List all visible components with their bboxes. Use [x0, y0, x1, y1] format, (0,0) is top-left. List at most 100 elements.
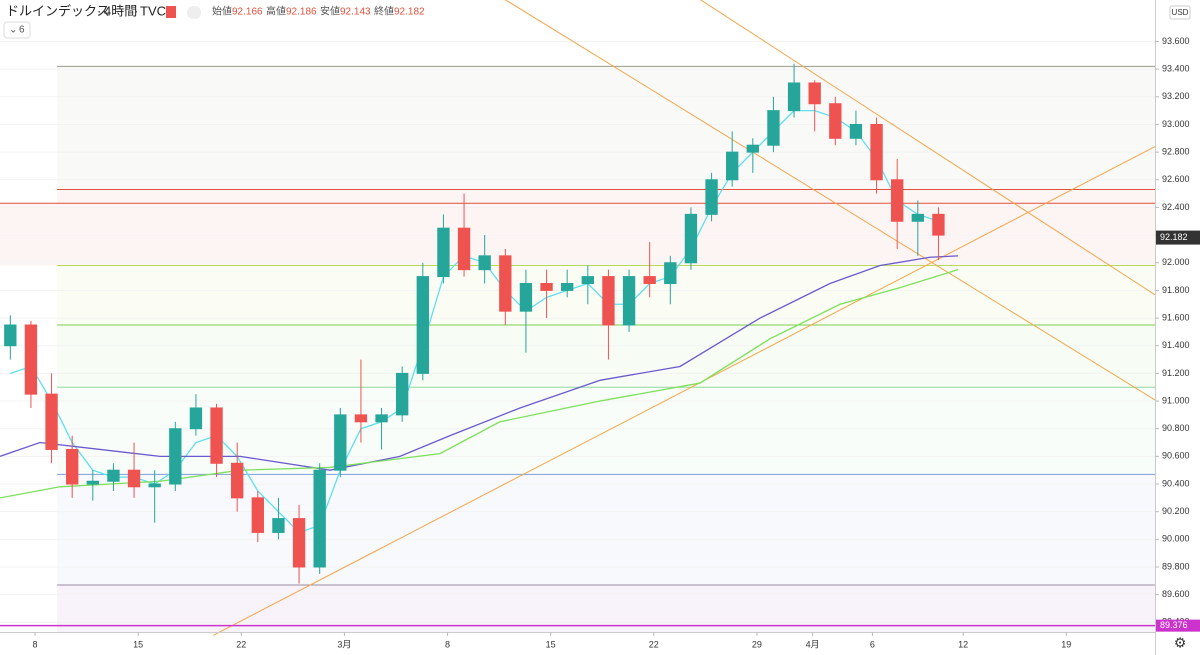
candle-body	[808, 82, 821, 105]
x-tick-label: 8	[445, 639, 450, 649]
x-tick-label: 19	[1061, 639, 1071, 649]
candle-body	[684, 213, 698, 264]
candle-body	[66, 448, 79, 485]
x-tick-label: 8	[33, 639, 38, 649]
ohlc-value: 92.182	[394, 7, 425, 18]
x-tick-label: 4月	[806, 639, 820, 649]
candle-body	[726, 151, 739, 181]
candle-body	[891, 179, 904, 222]
candle-body	[396, 372, 409, 416]
candle-body	[148, 483, 161, 488]
y-tick-label: 93.200	[1162, 91, 1190, 101]
y-tick-label: 93.000	[1162, 119, 1190, 129]
candle-body	[849, 123, 863, 139]
x-tick-label: 15	[133, 639, 143, 649]
y-tick-label: 91.400	[1162, 340, 1190, 350]
ohlc-legend: 始値 92.166 高値 92.186 安値 92.143 終値 92.182	[212, 5, 425, 18]
ohlc-label: 始値	[212, 5, 232, 18]
header: ドルインデックス · 4時間 · TVC ⌄ 6 始値 92.166 高値 92.18…	[3, 3, 425, 39]
level-zone	[57, 324, 1156, 388]
candle-body	[292, 518, 306, 568]
candle-body	[189, 407, 203, 430]
candle-body	[416, 276, 429, 374]
y-tick-label: 89.800	[1162, 561, 1190, 571]
candle-body	[251, 497, 264, 533]
last-price-box	[1156, 230, 1200, 245]
level-zone	[57, 584, 1156, 632]
trend-line	[699, 0, 1156, 296]
trend-line	[213, 146, 1156, 636]
ohlc-value: 92.166	[232, 7, 263, 18]
last-price-label: 92.182	[1160, 232, 1188, 242]
x-tick-label: 6	[870, 639, 875, 649]
candle-body	[767, 110, 780, 146]
marker-price-label: 89.376	[1160, 620, 1188, 630]
candle-body	[519, 283, 533, 312]
candle-body	[86, 480, 99, 485]
currency-box	[1169, 5, 1191, 20]
x-tick-label: 22	[649, 639, 659, 649]
x-tick-label: 3月	[337, 639, 351, 649]
candle-body	[210, 407, 223, 464]
candle-body	[870, 123, 883, 181]
y-tick-label: 93.400	[1162, 64, 1190, 74]
candle-body	[457, 227, 471, 271]
ohlc-label: 高値	[266, 5, 286, 18]
candle-body	[643, 276, 656, 285]
x-tick-label: 12	[958, 639, 968, 649]
level-zone	[0, 203, 1155, 266]
candle-body	[911, 213, 924, 222]
y-tick-label: 92.400	[1162, 202, 1190, 212]
candle-body	[705, 179, 718, 215]
level-zone	[57, 66, 1156, 190]
separator: ·	[97, 3, 101, 18]
y-tick-label: 92.800	[1162, 146, 1190, 156]
candle-body	[746, 144, 759, 153]
candle-body	[24, 324, 38, 395]
candle-body	[664, 262, 677, 285]
y-tick-label: 92.600	[1162, 174, 1190, 184]
separator: ·	[134, 3, 138, 18]
x-tick-label: 15	[546, 639, 556, 649]
candle-body	[169, 428, 182, 485]
y-tick-label: 91.600	[1162, 312, 1190, 322]
candle-body	[354, 414, 368, 423]
settings-icon[interactable]: ⚙	[1174, 635, 1187, 651]
flag-icon[interactable]	[166, 6, 176, 18]
candle-body	[127, 469, 141, 488]
candle-body	[231, 462, 244, 499]
level-zone	[57, 474, 1156, 585]
y-tick-label: 91.800	[1162, 285, 1190, 295]
candle-body	[829, 103, 842, 139]
candle-body	[602, 276, 615, 326]
candle-body	[313, 469, 326, 568]
ohlc-value: 92.143	[340, 7, 371, 18]
ohlc-value: 92.186	[286, 7, 317, 18]
y-tick-label: 89.600	[1162, 589, 1190, 599]
y-tick-label: 91.000	[1162, 395, 1190, 405]
candle-body	[622, 276, 636, 326]
candle-body	[272, 518, 285, 533]
candle-body	[334, 414, 347, 471]
candle-body	[581, 276, 594, 285]
trend-line	[504, 0, 1156, 401]
candle-body	[561, 283, 574, 291]
candle-body	[478, 255, 491, 271]
symbol: ドルインデックス	[6, 3, 110, 18]
candle-body	[45, 393, 58, 450]
indicator-toggle[interactable]	[3, 21, 31, 39]
y-tick-label: 90.200	[1162, 506, 1190, 516]
y-tick-label: 93.600	[1162, 36, 1190, 46]
candle-body	[499, 255, 512, 312]
currency: USD	[1172, 8, 1189, 17]
collapse-button[interactable]	[187, 6, 201, 19]
moving-average	[0, 269, 959, 499]
y-tick-label: 90.400	[1162, 478, 1190, 488]
candle-body	[540, 283, 553, 291]
level-zone	[57, 387, 1156, 475]
chevron: ⌄	[9, 25, 17, 36]
x-tick-label: 29	[752, 639, 762, 649]
candle-body	[932, 213, 945, 236]
